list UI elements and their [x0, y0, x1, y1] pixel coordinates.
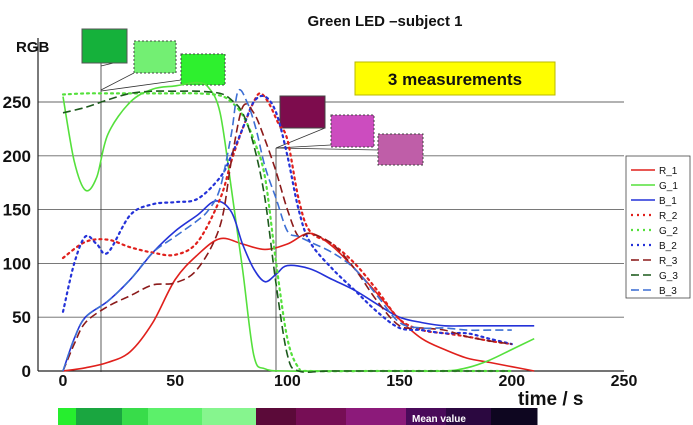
color-bar-segment: [148, 408, 203, 425]
y-axis-label: RGB: [16, 39, 50, 56]
legend-label: G_2: [659, 226, 678, 237]
legend-label: G_1: [659, 181, 678, 192]
y-tick-label: 200: [3, 147, 31, 166]
color-bar-segment: [76, 408, 123, 425]
color-bar-segment: [256, 408, 297, 425]
bottom-bar-label: Mean value: [412, 414, 466, 425]
x-axis-label: time / s: [518, 389, 583, 410]
series-line-r-3: [62, 103, 512, 372]
annotation-box: [354, 61, 556, 96]
legend-label: R_2: [659, 211, 678, 222]
series-line-b-1: [62, 200, 535, 372]
color-swatches: [81, 28, 424, 166]
magenta-swatch: [279, 95, 326, 129]
series-line-r-1: [62, 232, 535, 372]
x-tick-label: 250: [611, 373, 638, 390]
magenta-swatch: [377, 133, 424, 166]
color-bar-segment: [446, 408, 492, 425]
data-lines: [61, 81, 535, 373]
color-bar-segment: [122, 408, 149, 425]
legend-box: [625, 155, 691, 299]
green-swatch: [133, 40, 177, 74]
color-bar-segment: [406, 408, 447, 425]
green-swatch: [180, 53, 226, 86]
legend-label: B_2: [659, 241, 677, 252]
color-bar-segment: [296, 408, 347, 425]
y-tick-label: 0: [22, 362, 31, 381]
legend-label: B_1: [659, 196, 677, 207]
series-line-b-2: [61, 94, 513, 346]
y-tick-labels: 0 50 100 150 200 250: [3, 93, 31, 381]
green-swatch: [81, 28, 128, 64]
mean-value-color-bar: [58, 408, 538, 425]
y-tick-label: 100: [3, 254, 31, 273]
x-tick-label: 200: [498, 373, 525, 390]
series-line-g-3: [62, 90, 512, 373]
x-tick-label: 100: [274, 373, 301, 390]
x-tick-label: 150: [386, 373, 413, 390]
annotation-label: 3 measurements: [388, 70, 522, 89]
y-tick-label: 150: [3, 201, 31, 220]
chart-title: Green LED –subject 1: [307, 13, 462, 30]
series-line-r-2: [61, 92, 513, 346]
color-bar-segment: [491, 408, 538, 425]
x-tick-label: 50: [166, 373, 184, 390]
legend-label: R_3: [659, 256, 678, 267]
color-bar-segment: [202, 408, 257, 425]
series-line-b-3: [62, 88, 512, 372]
magenta-swatch: [330, 114, 375, 148]
color-bar-segment: [58, 408, 77, 425]
legend-label: R_1: [659, 166, 678, 177]
y-tick-label: 250: [3, 93, 31, 112]
legend-label: B_3: [659, 286, 677, 297]
y-tick-label: 50: [12, 308, 31, 327]
legend-label: G_3: [659, 271, 678, 282]
color-bar-segment: [346, 408, 407, 425]
x-tick-labels: 0 50 100 150 200 250: [59, 373, 638, 390]
x-tick-label: 0: [59, 373, 68, 390]
legend: R_1 G_1 B_1 R_2 G_2 B_2 R_3 G_3 B_3: [625, 155, 691, 299]
